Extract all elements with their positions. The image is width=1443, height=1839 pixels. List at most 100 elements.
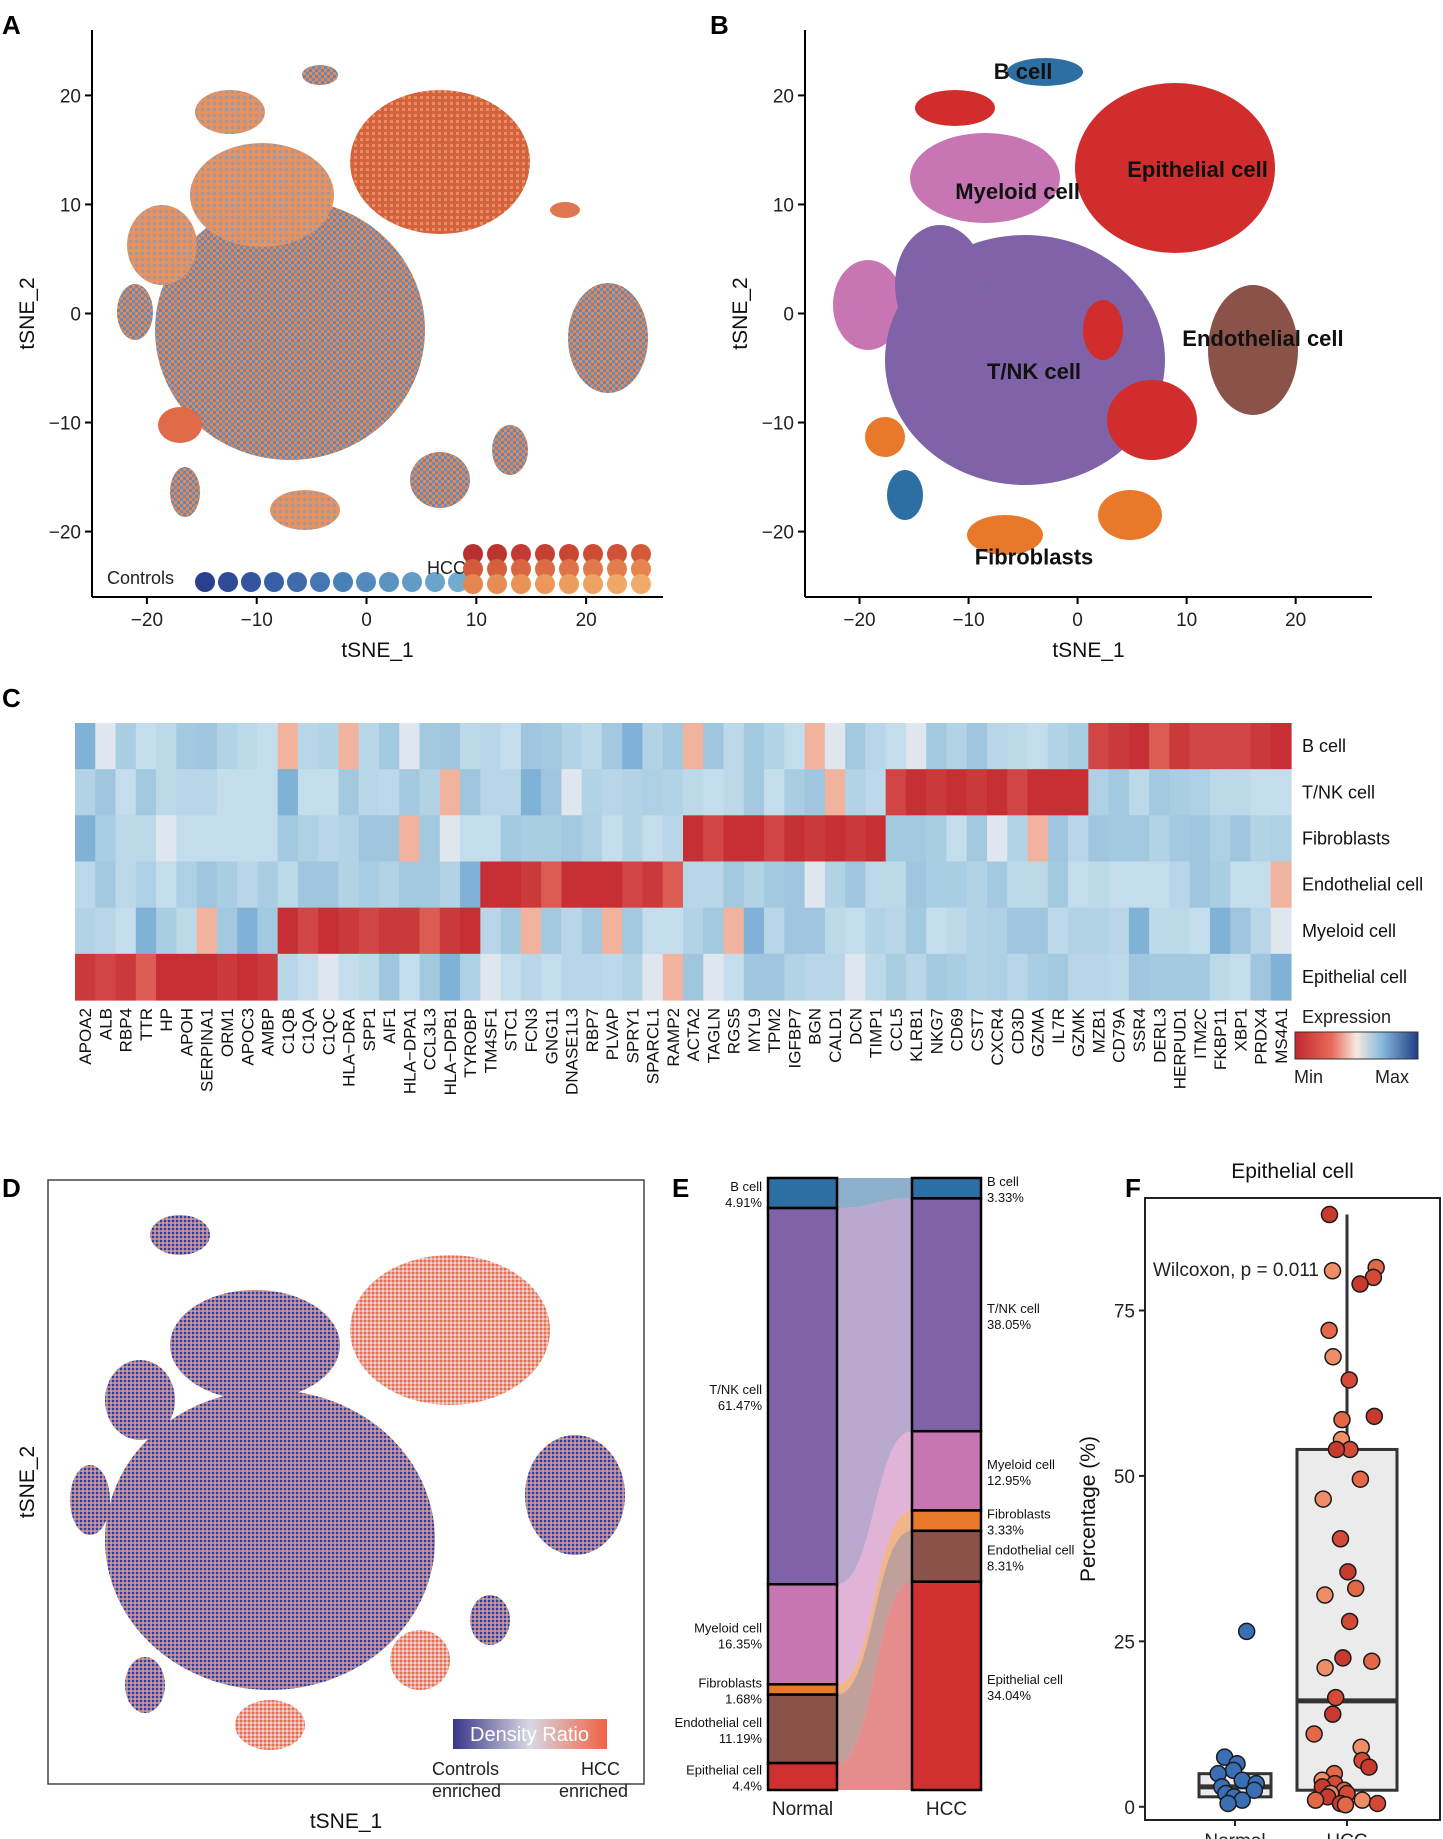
heatmap-cell xyxy=(784,723,806,770)
legend-dot xyxy=(287,572,307,592)
heatmap-cell xyxy=(845,769,866,816)
panel-letter-d: D xyxy=(2,1173,21,1203)
heatmap-cell xyxy=(1068,723,1089,770)
heatmap-cell xyxy=(1007,723,1029,770)
heatmap-cell xyxy=(845,723,866,770)
heatmap-cell xyxy=(723,815,745,863)
heatmap-cell xyxy=(1250,907,1272,955)
heatmap-cell xyxy=(662,723,684,770)
heatmap-cell xyxy=(1027,861,1049,909)
heatmap-cell xyxy=(500,907,522,955)
heatmap-cell xyxy=(115,861,137,909)
heatmap-column-label: C1QA xyxy=(299,1007,318,1054)
heatmap-column-label: AIF1 xyxy=(380,1008,399,1044)
data-point-hcc xyxy=(1326,1688,1345,1707)
heatmap-cell xyxy=(237,953,258,1001)
heatmap-cell xyxy=(541,723,562,770)
heatmap-row-label: Myeloid cell xyxy=(1302,921,1396,941)
y-axis-title: tSNE_2 xyxy=(729,277,752,349)
data-point-hcc xyxy=(1314,1490,1332,1508)
segment-value-normal: 1.68% xyxy=(725,1691,762,1706)
data-point-hcc xyxy=(1336,1796,1355,1814)
heatmap-cell xyxy=(1149,769,1170,816)
cluster-label: Fibroblasts xyxy=(975,544,1094,569)
panel-letter-a: A xyxy=(2,10,21,40)
x-tick-label: HCC xyxy=(1326,1831,1367,1839)
heatmap-cell xyxy=(439,953,461,1001)
heatmap-cell xyxy=(135,815,157,863)
segment-label-normal: Epithelial cell xyxy=(686,1763,762,1778)
heatmap-cell xyxy=(764,907,785,955)
segment-value-normal: 4.4% xyxy=(732,1779,762,1794)
heatmap-cell xyxy=(156,861,177,909)
heatmap xyxy=(75,723,1292,1001)
stacked-bar-segment xyxy=(910,1580,983,1792)
heatmap-column-label: GZMK xyxy=(1069,1007,1088,1057)
segment-label-hcc: Epithelial cell xyxy=(987,1672,1063,1687)
alluvial-flow xyxy=(837,1530,912,1764)
legend-dot xyxy=(631,574,651,594)
heatmap-cell xyxy=(1128,769,1150,816)
cluster-label: Endothelial cell xyxy=(1182,326,1343,351)
cluster-labels: B cell Epithelial cell Myeloid cell Endothe… xyxy=(955,59,1343,569)
heatmap-cell xyxy=(1007,953,1029,1001)
heatmap-cell xyxy=(1027,815,1049,863)
heatmap-cell xyxy=(683,723,704,770)
legend-dot xyxy=(425,572,445,592)
heatmap-cell xyxy=(764,861,785,909)
panel-c: C B cell T/NK cell Fibroblasts Endothelial … xyxy=(2,683,1423,1095)
heatmap-column-label: CXCR4 xyxy=(988,1008,1007,1066)
heatmap-cell xyxy=(1169,861,1191,909)
heatmap-cell xyxy=(642,723,664,770)
heatmap-cell xyxy=(237,815,258,863)
heatmap-cell xyxy=(358,815,380,863)
legend-dot xyxy=(511,574,531,594)
density-legend-left-1: Controls xyxy=(432,1759,499,1779)
data-point-hcc xyxy=(1323,1262,1342,1280)
heatmap-cell xyxy=(1270,769,1292,816)
heatmap-column-label: RBP4 xyxy=(117,1008,136,1052)
heatmap-column-label: SPRY1 xyxy=(623,1008,642,1063)
panel-d-frame xyxy=(47,1179,645,1785)
data-point-hcc xyxy=(1323,1705,1342,1723)
heatmap-cell xyxy=(845,861,866,909)
heatmap-cell xyxy=(156,769,177,816)
heatmap-cell xyxy=(1149,907,1170,955)
heatmap-cell xyxy=(703,907,725,955)
heatmap-cell xyxy=(95,907,117,955)
legend-dot xyxy=(535,544,555,564)
y-tick-label: 0 xyxy=(1124,1798,1135,1819)
heatmap-cell xyxy=(804,769,826,816)
heatmap-cell xyxy=(1068,769,1089,816)
data-point-hcc xyxy=(1316,1586,1334,1604)
legend-dot xyxy=(487,559,507,579)
heatmap-column-label: ALB xyxy=(96,1008,115,1040)
stacked-bar-segment xyxy=(766,1582,839,1686)
x-axis-title: tSNE_1 xyxy=(1052,639,1124,662)
heatmap-cell xyxy=(622,723,644,770)
heatmap-cell xyxy=(683,815,704,863)
heatmap-cell xyxy=(946,907,968,955)
cluster-b-cell xyxy=(1007,58,1083,86)
segment-value-hcc: 38.05% xyxy=(987,1317,1032,1332)
heatmap-cell xyxy=(358,907,380,955)
segment-label-hcc: B cell xyxy=(987,1174,1019,1189)
segment-value-normal: 61.47% xyxy=(718,1398,763,1413)
heatmap-column-label: HLA−DPA1 xyxy=(400,1008,419,1094)
legend-dot xyxy=(487,574,507,594)
heatmap-cell xyxy=(216,723,238,770)
density-legend-right-2: enriched xyxy=(559,1781,628,1801)
heatmap-cell xyxy=(358,861,380,909)
data-point-hcc xyxy=(1320,1205,1339,1224)
heatmap-cell xyxy=(683,861,704,909)
heatmap-cell xyxy=(845,815,866,863)
heatmap-cell xyxy=(541,907,562,955)
heatmap-cell xyxy=(622,815,644,863)
heatmap-cell xyxy=(419,953,441,1001)
heatmap-cell xyxy=(926,953,948,1001)
alluvial-flow xyxy=(837,1178,912,1209)
plot-frame xyxy=(1144,1197,1441,1821)
heatmap-cell xyxy=(966,861,988,909)
heatmap-cell xyxy=(460,953,481,1001)
category-label: Normal xyxy=(772,1799,833,1820)
